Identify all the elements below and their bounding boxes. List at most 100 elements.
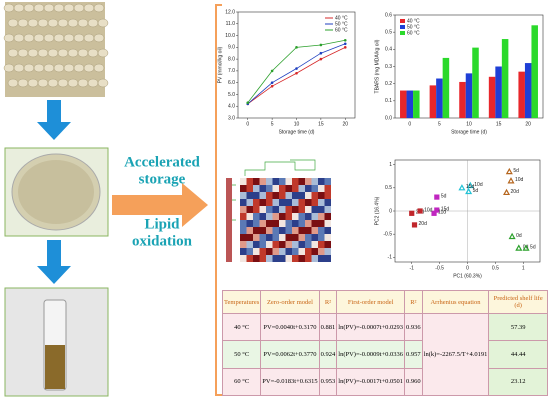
heat-cell: [279, 178, 286, 185]
point: [343, 38, 347, 42]
point: [503, 188, 511, 196]
heat-cell: [318, 206, 325, 213]
table-row: 50 °C PV=0.0062t+0.3770 0.924 ln(PV)=-0.000…: [221, 340, 548, 369]
heat-cell: [311, 192, 318, 199]
x-tick-label: 15: [496, 121, 502, 127]
bean: [47, 48, 59, 58]
heat-cell: [266, 178, 273, 185]
point: [466, 181, 474, 189]
y-tick-label: 0.3: [385, 64, 392, 70]
heat-cell: [285, 192, 292, 199]
table-cell: ln(k)=-2267.5/T+4.0191: [421, 313, 490, 396]
heat-cell: [266, 192, 273, 199]
legend-label: 50 °C: [335, 21, 348, 27]
bean: [23, 3, 35, 13]
heat-cell: [324, 199, 331, 206]
heat-cell: [266, 241, 273, 248]
bean: [83, 33, 95, 43]
table-cell: PV=-0.0183t+0.6315: [260, 367, 320, 397]
heat-cell: [272, 185, 279, 192]
heat-cell: [285, 178, 292, 185]
y-tick-label: 0.6: [385, 12, 392, 18]
legend-swatch: [400, 19, 405, 23]
bean: [43, 33, 55, 43]
x-axis-label: PC1 (60.3%): [453, 273, 482, 279]
heat-cell: [292, 241, 299, 248]
heat-cell: [324, 234, 331, 241]
heat-cell: [318, 234, 325, 241]
heat-cell: [305, 206, 312, 213]
heat-cell: [279, 192, 286, 199]
x-tick-label: 5: [271, 121, 274, 127]
bean: [23, 33, 35, 43]
x-tick-label: 0.5: [492, 265, 499, 271]
bean: [47, 18, 59, 28]
table-cell: Zero-order model: [260, 290, 320, 314]
bar: [400, 90, 407, 118]
heat-cell: [246, 178, 253, 185]
table-cell: 50 °C: [221, 340, 262, 369]
table-cell: 57.39: [488, 312, 548, 342]
heat-cell: [240, 213, 247, 220]
legend-label: 40 °C: [407, 18, 420, 24]
bean: [7, 48, 19, 58]
heat-cell: [298, 213, 305, 220]
heat-cell: [246, 199, 253, 206]
bean: [97, 78, 109, 88]
heat-cell: [292, 185, 299, 192]
table-cell: R²: [318, 290, 338, 314]
bean: [67, 48, 79, 58]
y-tick-label: 0.5: [385, 29, 392, 35]
heat-cell: [311, 248, 318, 255]
heat-cell: [266, 213, 273, 220]
x-tick-label: 20: [342, 121, 348, 127]
heat-cell: [305, 185, 312, 192]
point-label: 5d: [441, 193, 447, 199]
heat-cell: [240, 227, 247, 234]
heat-cell: [305, 199, 312, 206]
heat-cell: [285, 213, 292, 220]
heat-cell: [259, 192, 266, 199]
bar: [413, 90, 420, 118]
dendrogram: [228, 159, 316, 221]
heat-cell: [311, 213, 318, 220]
bean: [87, 78, 99, 88]
heat-cell: [298, 178, 305, 185]
bean: [27, 78, 39, 88]
heat-cell: [324, 185, 331, 192]
bean: [33, 63, 45, 73]
point: [522, 244, 530, 251]
heat-cell: [285, 234, 292, 241]
heat-cell: [272, 199, 279, 206]
point: [434, 207, 440, 213]
heat-cell: [292, 220, 299, 227]
bean: [53, 33, 65, 43]
bean: [37, 48, 49, 58]
x-tick-label: 10: [294, 121, 300, 127]
bean: [33, 33, 45, 43]
heat-cell: [292, 178, 299, 185]
heat-cell: [324, 227, 331, 234]
x-tick-label: 0: [466, 265, 469, 271]
x-tick-label: 5: [438, 121, 441, 127]
heat-cell: [318, 178, 325, 185]
point: [409, 210, 415, 216]
bean: [27, 18, 39, 28]
bar: [459, 81, 466, 118]
heat-cell: [292, 199, 299, 206]
heat-cell: [311, 199, 318, 206]
table-row: 40 °C PV=0.0040t+0.3170 0.881 ln(PV)=-0.000…: [221, 312, 548, 396]
y-tick-label: 0.4: [385, 47, 392, 53]
heat-cell: [279, 255, 286, 262]
oil: [45, 345, 65, 389]
heat-cell: [246, 192, 253, 199]
heat-cell: [279, 185, 286, 192]
y-tick-label: 0.1: [385, 98, 392, 104]
x-tick-label: -0.5: [435, 265, 444, 271]
heat-cell: [292, 192, 299, 199]
point: [319, 43, 323, 47]
heat-cell: [318, 241, 325, 248]
y-tick-label: 0.2: [385, 81, 392, 87]
legend-swatch: [400, 31, 405, 35]
heat-cell: [311, 255, 318, 262]
